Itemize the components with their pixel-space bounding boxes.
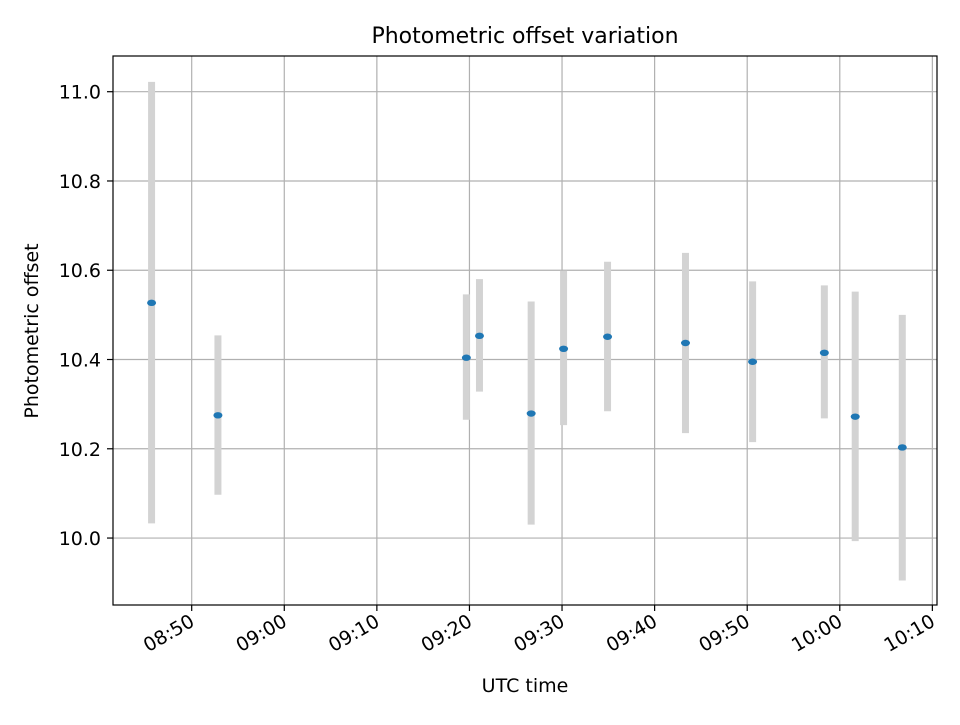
data-point [474,332,484,340]
data-point [147,299,157,307]
y-tick-label: 11.0 [59,82,101,104]
data-point [819,349,829,357]
data-point [680,339,690,347]
data-point [603,333,613,340]
data-point [559,345,569,352]
data-point [897,444,907,451]
grid-lines [113,56,937,605]
y-axis-ticks: 10.0 10.2 10.4 10.6 10.8 11.0 [59,82,113,550]
y-tick-label: 10.6 [59,260,101,282]
x-axis-label: UTC time [482,675,569,697]
data-point [748,358,758,365]
data-point [850,413,860,420]
y-tick-label: 10.8 [59,171,101,193]
data-points [147,299,907,451]
data-point [461,354,471,361]
plot-frame [112,55,938,606]
y-tick-label: 10.0 [59,528,101,550]
data-point [526,410,536,417]
y-tick-label: 10.4 [59,350,101,372]
y-tick-label: 10.2 [59,439,101,461]
data-point [213,412,223,419]
chart-title: Photometric offset variation [371,24,678,49]
y-axis-label: Photometric offset [21,243,43,418]
